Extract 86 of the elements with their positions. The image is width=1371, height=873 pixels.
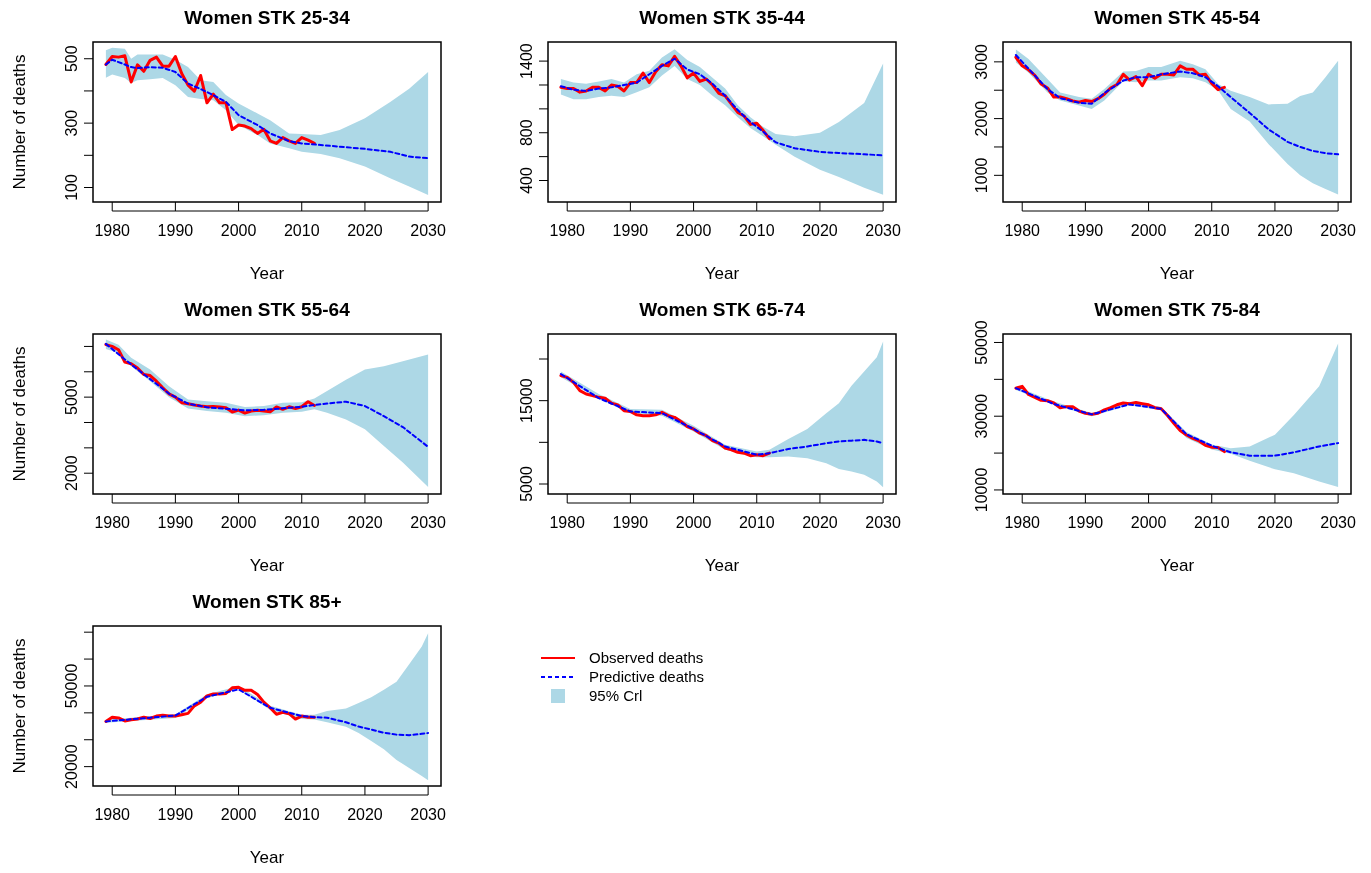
x-axis-title: Year (1159, 264, 1195, 283)
x-tick-label: 2000 (675, 222, 712, 239)
x-tick-label: 2030 (410, 514, 447, 531)
x-tick-label: 2000 (220, 222, 257, 239)
x-tick-label: 2000 (1130, 222, 1167, 239)
y-tick-label: 500 (63, 45, 80, 73)
x-axis-title: Year (704, 556, 740, 575)
y-tick-label: 2000 (973, 100, 990, 137)
x-tick-label: 1990 (612, 222, 649, 239)
x-tick-label: 2010 (1193, 222, 1230, 239)
chart-title: Women STK 85+ (192, 591, 342, 612)
x-tick-label: 2020 (802, 514, 838, 531)
text: 95% Crl (589, 687, 643, 704)
x-tick-label: 2000 (220, 806, 257, 823)
x-axis-title: Year (1159, 556, 1195, 575)
y-tick-label: 800 (518, 119, 535, 147)
y-tick-label: 400 (518, 167, 535, 194)
y-tick-label: 10000 (973, 467, 990, 513)
x-tick-label: 1980 (94, 222, 131, 239)
x-axis-title: Year (249, 264, 285, 283)
x-tick-label: 2020 (347, 222, 383, 239)
x-tick-label: 2020 (347, 806, 383, 823)
y-axis-title: Number of deaths (10, 346, 29, 482)
x-tick-label: 2010 (738, 514, 775, 531)
y-tick-label: 50000 (973, 320, 990, 365)
x-tick-label: 1990 (157, 222, 194, 239)
x-tick-label: 2030 (1320, 222, 1357, 239)
x-tick-label: 1980 (94, 514, 131, 531)
y-tick-label: 1400 (518, 43, 535, 79)
x-tick-label: 2030 (865, 514, 902, 531)
legend-label: Observed deaths (589, 649, 704, 666)
x-tick-label: 1980 (94, 806, 131, 823)
x-tick-label: 1980 (549, 222, 586, 239)
x-tick-label: 1990 (157, 806, 194, 823)
x-tick-label: 1990 (1067, 514, 1104, 531)
x-tick-label: 1980 (549, 514, 586, 531)
chart-title: Women STK 55-64 (184, 299, 351, 320)
x-tick-label: 2020 (347, 514, 383, 531)
x-tick-label: 1980 (1004, 222, 1041, 239)
line-series (104, 342, 430, 448)
x-tick-label: 2010 (738, 222, 775, 239)
y-axis-title: Number of deaths (10, 638, 29, 774)
y-tick-label: 2000 (63, 455, 80, 491)
x-tick-label: 2020 (802, 222, 838, 239)
y-axis-title: Number of deaths (10, 54, 29, 190)
line-series (104, 688, 430, 737)
x-tick-label: 2000 (1130, 514, 1167, 531)
x-tick-label: 2000 (675, 514, 712, 531)
y-tick-label: 50000 (63, 663, 80, 709)
line-series (559, 57, 885, 157)
y-tick-label: 5000 (63, 379, 80, 415)
y-tick-label: 20000 (63, 744, 80, 789)
x-tick-label: 2030 (1320, 514, 1357, 531)
x-tick-label: 2000 (220, 514, 257, 531)
x-tick-label: 1980 (1004, 514, 1041, 531)
y-tick-label: 1000 (973, 157, 990, 194)
x-tick-label: 2010 (283, 514, 320, 531)
x-axis-title: Year (249, 848, 285, 867)
x-tick-label: 2030 (410, 222, 447, 239)
line-series (104, 58, 430, 160)
y-tick-label: 100 (63, 174, 80, 201)
x-axis-title: Year (704, 264, 740, 283)
chart-title: Women STK 25-34 (184, 7, 351, 28)
chart-title: Women STK 45-54 (1094, 7, 1261, 28)
line-series (1014, 54, 1340, 156)
y-tick-label: 30000 (973, 393, 990, 439)
x-tick-label: 1990 (612, 514, 649, 531)
x-axis-title: Year (249, 556, 285, 575)
chart-title: Women STK 75-84 (1094, 299, 1261, 320)
x-tick-label: 2010 (1193, 514, 1230, 531)
x-tick-label: 2020 (1257, 222, 1293, 239)
legend-label: Predictive deaths (589, 668, 705, 685)
y-tick-label: 15000 (518, 378, 535, 423)
y-tick-label: 5000 (518, 466, 535, 502)
line-series (1014, 387, 1340, 457)
chart-title: Women STK 65-74 (639, 299, 806, 320)
x-tick-label: 2010 (283, 222, 320, 239)
chart-title: Women STK 35-44 (639, 7, 806, 28)
x-tick-label: 1990 (1067, 222, 1104, 239)
x-tick-label: 2030 (865, 222, 902, 239)
x-tick-label: 2010 (283, 806, 320, 823)
y-tick-label: 3000 (973, 43, 990, 80)
x-tick-label: 2020 (1257, 514, 1293, 531)
x-tick-label: 2030 (410, 806, 447, 823)
x-tick-label: 1990 (157, 514, 194, 531)
y-tick-label: 300 (63, 109, 80, 137)
